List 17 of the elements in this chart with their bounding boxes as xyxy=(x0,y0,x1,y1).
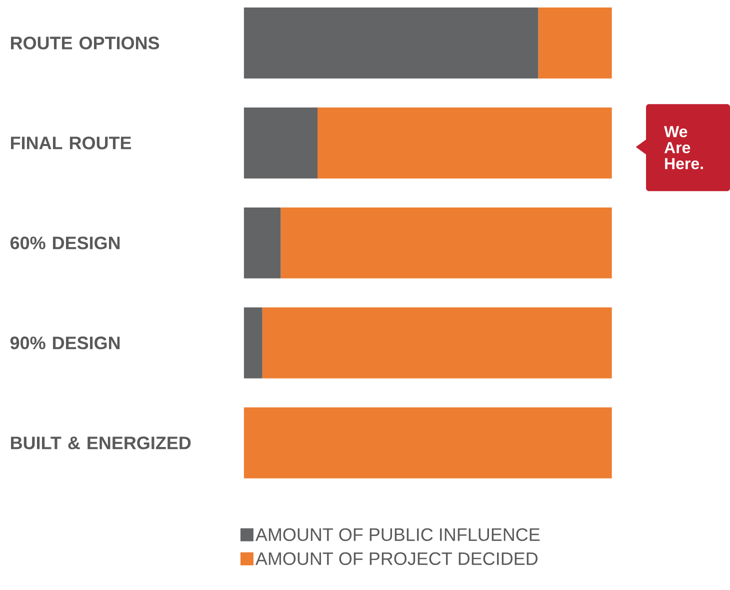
bar xyxy=(538,8,612,79)
y-tick-label: FINAL ROUTE xyxy=(11,136,132,150)
bar xyxy=(244,108,318,179)
bar xyxy=(244,8,538,79)
y-tick-label: 60% DESIGN xyxy=(10,236,120,250)
legend-label: AMOUNT OF PUBLIC INFLUENCE xyxy=(255,528,540,542)
bar xyxy=(262,308,612,378)
bar xyxy=(244,308,262,378)
bar xyxy=(318,108,612,179)
y-tick-label: ROUTE OPTIONS xyxy=(11,36,160,50)
legend-label: AMOUNT OF PROJECT DECIDED xyxy=(255,552,538,566)
bar xyxy=(280,208,612,279)
bar xyxy=(244,407,612,478)
bar xyxy=(244,208,281,279)
y-tick-label: 90% DESIGN xyxy=(10,336,120,350)
text: We Are Here. xyxy=(664,126,703,170)
y-tick-label: BUILT & ENERGIZED xyxy=(11,436,191,450)
